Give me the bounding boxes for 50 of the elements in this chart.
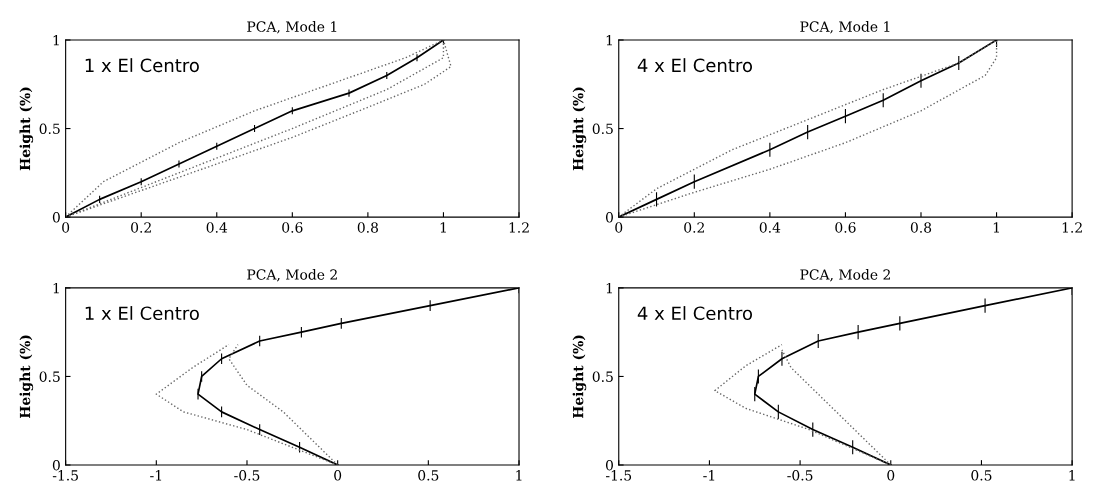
y-tick-label: 0.5 xyxy=(592,123,613,135)
y-tick-label: 1 xyxy=(53,34,59,46)
y-tick-label: 0 xyxy=(605,459,613,471)
x-tick-label: 0 xyxy=(615,222,623,233)
x-tick-label: 0 xyxy=(334,470,342,481)
x-tick-label: -0.5 xyxy=(234,470,260,481)
y-axis-title: Height (%) xyxy=(19,87,34,171)
annotation: 4 x El Centro xyxy=(637,58,753,73)
y-tick-label: 0.5 xyxy=(592,371,613,382)
x-tick-label: 0.5 xyxy=(418,470,439,481)
x-tick-label: -1 xyxy=(150,470,162,481)
x-tick-label: 0 xyxy=(887,470,895,481)
x-tick-label: 1 xyxy=(1069,470,1075,481)
x-tick-label: -0.5 xyxy=(787,470,813,481)
x-tick-label: 0.6 xyxy=(282,222,303,233)
x-tick-label: 1 xyxy=(440,222,446,233)
y-axis-title: Height (%) xyxy=(572,87,587,171)
y-tick-label: 0 xyxy=(52,459,60,471)
x-tick-label: 0.4 xyxy=(759,222,781,233)
x-tick-label: 0.8 xyxy=(357,222,378,233)
chart-title: PCA, Mode 2 xyxy=(247,269,337,282)
annotation: 4 x El Centro xyxy=(637,306,753,321)
x-tick-label: 0.2 xyxy=(684,222,704,233)
y-tick-label: 0.5 xyxy=(39,123,60,135)
x-tick-label: -1.5 xyxy=(52,470,78,481)
y-tick-label: 1 xyxy=(606,34,612,46)
y-tick-label: 0.5 xyxy=(39,371,60,382)
y-tick-label: 1 xyxy=(53,282,59,294)
chart-title: PCA, Mode 1 xyxy=(247,21,337,34)
chart-title: PCA, Mode 1 xyxy=(800,21,890,34)
x-tick-label: 0 xyxy=(62,222,70,233)
x-tick-label: 1 xyxy=(516,470,522,481)
x-tick-label: -1 xyxy=(703,470,715,481)
y-tick-label: 0 xyxy=(52,212,60,223)
y-axis-title: Height (%) xyxy=(572,335,587,419)
annotation: 1 x El Centro xyxy=(85,58,199,73)
x-tick-label: 0.2 xyxy=(131,222,151,233)
x-tick-label: 1 xyxy=(993,222,999,233)
x-tick-label: 0.6 xyxy=(835,222,856,233)
y-tick-label: 0 xyxy=(605,212,613,223)
annotation: 1 x El Centro xyxy=(85,306,199,321)
x-tick-label: 1.2 xyxy=(509,222,529,233)
x-tick-label: 0.8 xyxy=(910,222,932,233)
y-axis-title: Height (%) xyxy=(19,335,34,419)
chart-title: PCA, Mode 2 xyxy=(800,269,890,282)
x-tick-label: -1.5 xyxy=(605,470,632,481)
y-tick-label: 1 xyxy=(606,282,612,294)
x-tick-label: 0.5 xyxy=(971,470,992,481)
x-tick-label: 1.2 xyxy=(1062,222,1082,233)
x-tick-label: 0.4 xyxy=(206,222,228,233)
